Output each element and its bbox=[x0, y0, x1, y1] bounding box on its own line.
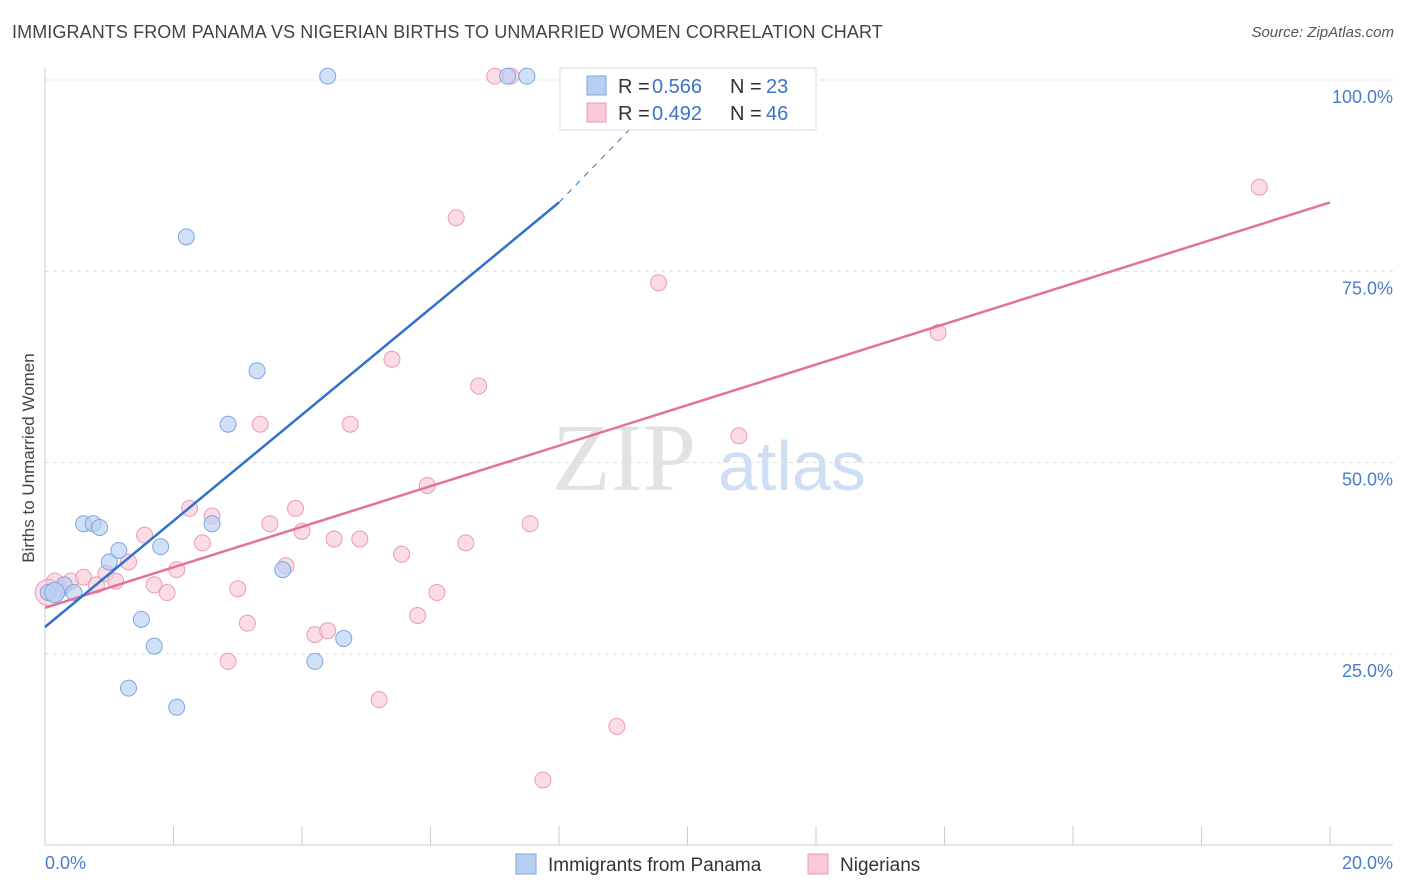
y-axis-label: Births to Unmarried Women bbox=[19, 353, 38, 562]
panama-point-9[interactable] bbox=[132, 610, 150, 628]
panama-point-18[interactable] bbox=[306, 652, 324, 670]
nigerians-point-26[interactable] bbox=[325, 530, 343, 548]
legend-swatch-nigerians[interactable] bbox=[807, 853, 829, 875]
nigerians-point-30[interactable] bbox=[383, 350, 401, 368]
nigerians-point-20[interactable] bbox=[261, 515, 279, 533]
y-tick-labels: 25.0% 50.0% 75.0% 100.0% bbox=[1332, 87, 1393, 681]
panama-point-11[interactable] bbox=[152, 538, 170, 556]
panama-point-13[interactable] bbox=[177, 228, 195, 246]
chart-title: IMMIGRANTS FROM PANAMA VS NIGERIAN BIRTH… bbox=[12, 22, 883, 42]
nigerians-trend-line bbox=[44, 201, 1331, 610]
nigerians-point-43[interactable] bbox=[650, 274, 668, 292]
nigerians-point-8[interactable] bbox=[120, 553, 138, 571]
y-tick-label-100: 100.0% bbox=[1332, 87, 1393, 107]
legend-r-value-nigerians: 0.492 bbox=[652, 103, 702, 125]
panama-point-14[interactable] bbox=[203, 515, 221, 533]
legend-stats: R = 0.566 N = 23 R = 0.492 N = 46 bbox=[559, 67, 817, 131]
nigerians-point-17[interactable] bbox=[229, 580, 247, 598]
panama-point-7[interactable] bbox=[110, 541, 128, 559]
panama-point-22[interactable] bbox=[518, 67, 536, 85]
x-tick-label-max: 20.0% bbox=[1342, 853, 1393, 873]
panama-point-17[interactable] bbox=[274, 561, 292, 579]
panama-point-15[interactable] bbox=[219, 415, 237, 433]
nigerians-point-18[interactable] bbox=[238, 614, 256, 632]
legend-n-value-panama: 23 bbox=[766, 76, 788, 98]
nigerians-point-46[interactable] bbox=[1250, 178, 1268, 196]
legend-stats-swatch-nigerians bbox=[586, 102, 607, 123]
y-tick-label-25: 25.0% bbox=[1342, 661, 1393, 681]
legend-n-label-panama: N = bbox=[730, 76, 762, 98]
panama-point-12[interactable] bbox=[168, 698, 186, 716]
nigerians-point-4[interactable] bbox=[75, 568, 93, 586]
panama-cluster-point[interactable] bbox=[44, 582, 66, 604]
nigerians-point-34[interactable] bbox=[428, 584, 446, 602]
legend-n-label-nigerians: N = bbox=[730, 103, 762, 125]
panama-points bbox=[39, 67, 536, 716]
nigerians-point-37[interactable] bbox=[470, 377, 488, 395]
x-tick-label-min: 0.0% bbox=[45, 853, 86, 873]
nigerians-point-11[interactable] bbox=[158, 584, 176, 602]
legend-r-label-nigerians: R = bbox=[618, 103, 650, 125]
legend-series: Immigrants from Panama Nigerians bbox=[515, 853, 920, 876]
gridlines bbox=[45, 79, 1393, 655]
nigerians-point-27[interactable] bbox=[341, 415, 359, 433]
nigerians-point-40[interactable] bbox=[521, 515, 539, 533]
panama-point-21[interactable] bbox=[499, 67, 517, 85]
panama-point-20[interactable] bbox=[335, 629, 353, 647]
nigerians-point-22[interactable] bbox=[287, 499, 305, 517]
legend-r-label-panama: R = bbox=[618, 76, 650, 98]
legend-label-panama[interactable]: Immigrants from Panama bbox=[548, 855, 762, 876]
panama-point-8[interactable] bbox=[120, 679, 138, 697]
legend-r-value-panama: 0.566 bbox=[652, 76, 702, 98]
panama-point-19[interactable] bbox=[319, 67, 337, 85]
nigerians-point-10[interactable] bbox=[145, 576, 163, 594]
nigerians-point-14[interactable] bbox=[193, 534, 211, 552]
nigerians-point-31[interactable] bbox=[393, 545, 411, 563]
nigerians-point-25[interactable] bbox=[319, 622, 337, 640]
panama-trend-line bbox=[44, 201, 560, 628]
nigerians-point-19[interactable] bbox=[251, 415, 269, 433]
legend-stats-swatch-panama bbox=[586, 75, 607, 96]
panama-point-10[interactable] bbox=[145, 637, 163, 655]
x-ticks bbox=[44, 826, 1331, 845]
y-tick-label-50: 50.0% bbox=[1342, 470, 1393, 490]
legend-label-nigerians[interactable]: Nigerians bbox=[840, 855, 920, 876]
nigerians-point-16[interactable] bbox=[219, 652, 237, 670]
nigerians-point-36[interactable] bbox=[457, 534, 475, 552]
panama-point-5[interactable] bbox=[91, 519, 109, 537]
nigerians-point-28[interactable] bbox=[351, 530, 369, 548]
nigerians-point-42[interactable] bbox=[608, 717, 626, 735]
panama-point-6[interactable] bbox=[100, 553, 118, 571]
nigerians-point-29[interactable] bbox=[370, 691, 388, 709]
nigerians-point-41[interactable] bbox=[534, 771, 552, 789]
y-tick-label-75: 75.0% bbox=[1342, 278, 1393, 298]
legend-swatch-panama[interactable] bbox=[515, 853, 537, 875]
trend-lines bbox=[44, 102, 1331, 628]
legend-n-value-nigerians: 46 bbox=[766, 103, 788, 125]
nigerians-point-32[interactable] bbox=[409, 607, 427, 624]
panama-point-16[interactable] bbox=[248, 362, 266, 380]
nigerians-point-35[interactable] bbox=[447, 209, 465, 227]
source-label: Source: ZipAtlas.com bbox=[1251, 24, 1394, 41]
nigerians-point-44[interactable] bbox=[730, 427, 748, 445]
watermark-zip: ZIP bbox=[552, 404, 696, 511]
